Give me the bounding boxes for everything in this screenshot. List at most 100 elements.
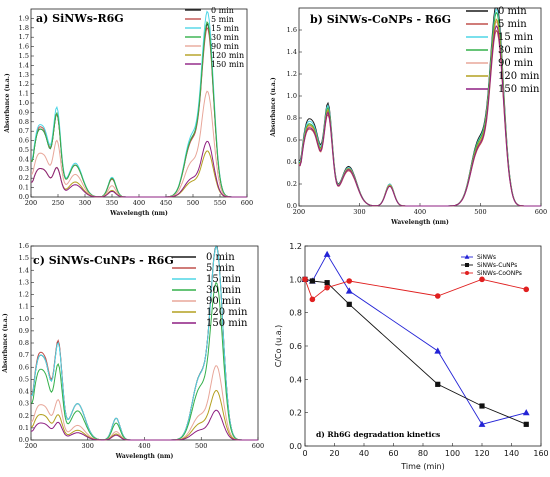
data-point-sinws-coonps bbox=[309, 296, 316, 303]
y-tick-label: 0.5 bbox=[19, 146, 29, 154]
data-point-sinws-coonps bbox=[479, 276, 485, 283]
y-tick-label: 1.4 bbox=[287, 48, 297, 56]
series-line-sinws-coonps bbox=[304, 278, 527, 301]
y-tick-label: 1.0 bbox=[289, 275, 302, 284]
x-tick-label: 250 bbox=[52, 199, 64, 207]
data-point-sinws-cunps bbox=[346, 301, 352, 307]
panel-title: d) Rh6G degradation kinetics bbox=[316, 430, 440, 439]
y-tick-label: 0.6 bbox=[287, 136, 297, 144]
y-tick-label: 0.4 bbox=[19, 155, 29, 163]
x-axis-label: Wavelength (nm) bbox=[115, 453, 174, 460]
data-point-sinws-cunps bbox=[324, 280, 330, 286]
x-tick-label: 200 bbox=[25, 199, 37, 207]
panel-a-sinws-r6g: 200 250 300 350 400 450 500 550 600 0.00.1 0.20.3 0… bbox=[4, 6, 253, 217]
panel-d-degradation-kinetics: 0 20 40 60 80 100 120 140 160 0.0 0.2 0.4 0.6 0.8 1.0 1… bbox=[274, 242, 549, 471]
y-tick-label: 1.9 bbox=[19, 14, 29, 22]
y-tick-label: 1.5 bbox=[19, 52, 29, 60]
legend-marker-sinws-cunps bbox=[465, 263, 469, 267]
x-tick-label: 300 bbox=[79, 199, 91, 207]
x-tick-label: 600 bbox=[241, 199, 253, 207]
y-tick-label: 0.2 bbox=[287, 180, 297, 188]
y-tick-label: 1.3 bbox=[19, 71, 29, 79]
y-tick-label: 0.3 bbox=[19, 400, 29, 408]
y-tick-label: 0.3 bbox=[19, 165, 29, 173]
legend-label-5-min: 5 min bbox=[211, 15, 234, 24]
panel-title: c) SiNWs-CuNPs - R6G bbox=[33, 254, 174, 267]
data-point-sinws-coonps bbox=[324, 284, 330, 291]
series-line-150-min bbox=[298, 24, 541, 207]
data-point-sinws bbox=[323, 250, 331, 257]
legend-label-15-min: 15 min bbox=[206, 274, 242, 285]
x-tick-label: 450 bbox=[160, 199, 172, 207]
y-tick-label: 1.8 bbox=[19, 24, 29, 32]
y-tick-label: 0.2 bbox=[19, 174, 29, 182]
data-point-sinws-coonps bbox=[523, 286, 530, 293]
y-tick-label: 1.5 bbox=[19, 254, 29, 262]
legend-label-0-min: 0 min bbox=[498, 6, 527, 17]
legend-label-15-min: 15 min bbox=[211, 24, 239, 33]
y-tick-label: 0.5 bbox=[19, 375, 29, 383]
x-axis-label: Time (min) bbox=[400, 462, 444, 471]
x-tick-label: 0 bbox=[302, 449, 307, 458]
legend-label-5-min: 5 min bbox=[206, 263, 235, 274]
legend-label-5-min: 5 min bbox=[498, 19, 527, 30]
x-tick-label: 500 bbox=[195, 442, 207, 450]
y-tick-label: 0.0 bbox=[19, 436, 29, 444]
x-tick-label: 120 bbox=[474, 449, 489, 458]
data-point-sinws-cunps bbox=[523, 421, 529, 427]
y-tick-label: 1.1 bbox=[19, 303, 29, 311]
y-tick-label: 1.7 bbox=[19, 33, 29, 41]
legend-label-0-min: 0 min bbox=[206, 252, 235, 263]
y-tick-label: 1.0 bbox=[19, 315, 29, 323]
legend-label-30-min: 30 min bbox=[498, 45, 534, 56]
y-tick-label: 1.0 bbox=[19, 99, 29, 107]
x-tick-label: 400 bbox=[138, 442, 150, 450]
y-tick-label: 1.1 bbox=[19, 90, 29, 98]
y-tick-label: 0.7 bbox=[19, 127, 29, 135]
data-point-sinws-coonps bbox=[346, 278, 353, 284]
y-tick-label: 1.6 bbox=[19, 43, 29, 51]
legend-label-150-min: 150 min bbox=[211, 60, 244, 69]
x-tick-label: 400 bbox=[414, 208, 426, 216]
data-point-sinws-cunps bbox=[309, 278, 315, 284]
x-axis-label: Wavelength (nm) bbox=[390, 219, 449, 226]
x-tick-label: 80 bbox=[418, 449, 428, 458]
y-tick-label: 0.0 bbox=[289, 442, 302, 451]
y-tick-label: 1.0 bbox=[287, 92, 297, 100]
y-axis-label: Absorbance (u.a.) bbox=[4, 73, 11, 134]
series-line-90-min bbox=[30, 364, 258, 441]
legend-marker-sinws-coonps bbox=[465, 271, 469, 275]
panel-title: b) SiNWs-CoNPs - R6G bbox=[310, 13, 451, 26]
y-tick-label: 0.9 bbox=[19, 327, 29, 335]
data-point-sinws bbox=[478, 420, 486, 427]
y-tick-label: 1.2 bbox=[289, 242, 302, 251]
x-tick-label: 600 bbox=[252, 442, 264, 450]
legend-label-90-min: 90 min bbox=[498, 58, 534, 69]
y-axis-label: Absorbance (u.a.) bbox=[270, 77, 277, 138]
x-tick-label: 60 bbox=[388, 449, 398, 458]
y-tick-label: 0.4 bbox=[287, 158, 297, 166]
x-tick-label: 500 bbox=[187, 199, 199, 207]
data-point-sinws-cunps bbox=[479, 403, 485, 409]
y-axis-label: Absorbance (u.a.) bbox=[2, 313, 9, 374]
y-tick-label: 0.6 bbox=[19, 137, 29, 145]
y-tick-label: 1.4 bbox=[19, 266, 29, 274]
y-tick-label: 1.2 bbox=[19, 291, 29, 299]
x-axis-label: Wavelength (nm) bbox=[109, 210, 168, 217]
x-tick-label: 140 bbox=[504, 449, 519, 458]
x-tick-label: 160 bbox=[533, 449, 548, 458]
data-point-sinws-coonps bbox=[434, 293, 441, 299]
y-tick-label: 0.2 bbox=[289, 409, 302, 418]
panel-title: a) SiNWs-R6G bbox=[36, 12, 124, 25]
x-tick-label: 300 bbox=[82, 442, 94, 450]
x-tick-label: 100 bbox=[445, 449, 460, 458]
x-tick-label: 200 bbox=[25, 442, 37, 450]
x-tick-label: 600 bbox=[535, 208, 547, 216]
legend-label-150-min: 150 min bbox=[206, 318, 248, 329]
x-tick-label: 500 bbox=[474, 208, 486, 216]
y-tick-label: 1.6 bbox=[19, 242, 29, 250]
y-tick-label: 1.2 bbox=[19, 80, 29, 88]
legend-label-15-min: 15 min bbox=[498, 32, 534, 43]
y-tick-label: 0.8 bbox=[19, 118, 29, 126]
